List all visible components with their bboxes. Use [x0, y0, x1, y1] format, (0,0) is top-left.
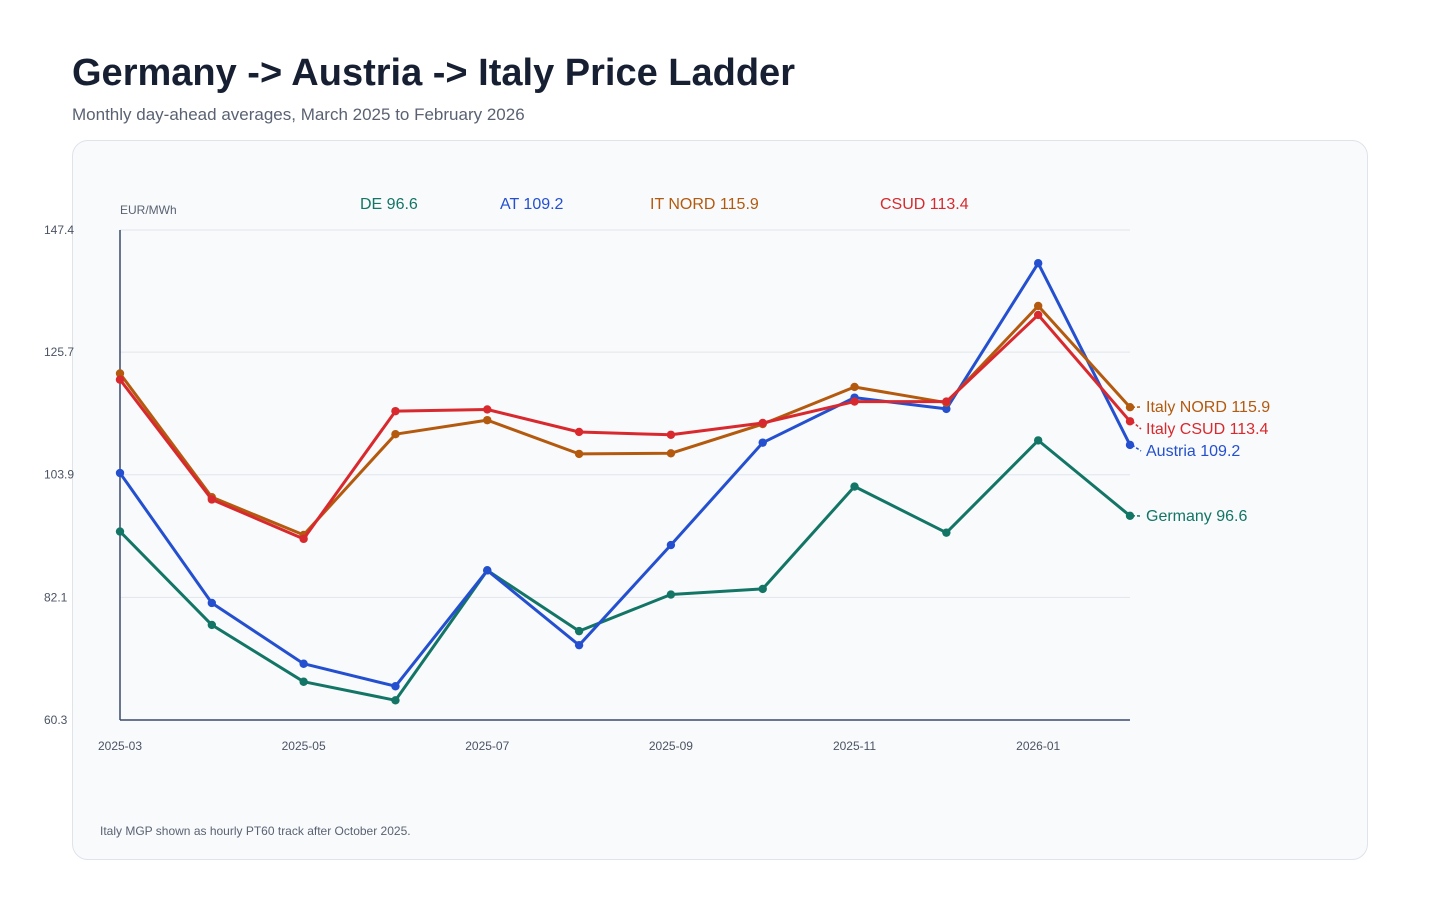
y-tick-label: 60.3 [44, 713, 68, 727]
data-point [574, 427, 584, 437]
x-tick-label: 2026-01 [1016, 739, 1060, 753]
x-tick-label: 2025-09 [649, 739, 693, 753]
y-tick-label: 125.7 [44, 345, 74, 359]
data-point [574, 449, 584, 459]
data-point [850, 397, 859, 406]
data-point [115, 369, 125, 378]
data-point [1125, 511, 1135, 520]
data-point [1033, 258, 1043, 268]
series-line [118, 438, 1132, 702]
data-point [391, 406, 400, 416]
series-end-label: Austria 109.2 [1146, 443, 1240, 460]
data-point [115, 375, 125, 384]
data-point [666, 449, 676, 458]
data-point [666, 540, 676, 550]
data-point [483, 415, 492, 425]
top-summary-label: CSUD 113.4 [880, 196, 969, 213]
data-point [942, 528, 951, 537]
data-point [942, 397, 951, 406]
top-summary-label: DE 96.6 [360, 196, 418, 213]
top-summary-label: AT 109.2 [500, 196, 564, 213]
data-point [850, 382, 859, 392]
data-point [666, 590, 676, 599]
data-point [483, 405, 492, 414]
data-point [758, 418, 767, 428]
data-point [574, 626, 584, 636]
data-point [391, 430, 400, 439]
x-tick-label: 2025-05 [282, 739, 326, 753]
series-italy-nord: Italy NORD 115.9 [115, 301, 1270, 540]
x-tick-label: 2025-03 [98, 739, 142, 753]
chart-card [72, 140, 1368, 860]
page-title: Germany -> Austria -> Italy Price Ladder [72, 52, 795, 94]
series-line [118, 313, 1132, 541]
data-point [483, 566, 492, 575]
data-point [758, 584, 767, 594]
x-tick-label: 2025-11 [833, 739, 876, 753]
data-point [115, 468, 125, 478]
y-tick-label: 82.1 [44, 590, 68, 604]
series-end-label: Italy NORD 115.9 [1146, 399, 1270, 416]
data-point [207, 495, 217, 504]
data-point [115, 527, 125, 536]
data-point [1125, 440, 1135, 450]
series-italy-csud: Italy CSUD 113.4 [115, 310, 1269, 544]
end-label-leader [1131, 444, 1142, 452]
top-summary-label: IT NORD 115.9 [650, 196, 759, 213]
y-tick-label: 103.9 [44, 468, 74, 482]
data-point [391, 682, 400, 691]
data-point [1033, 310, 1043, 320]
data-point [1033, 436, 1043, 445]
x-tick-label: 2025-07 [465, 739, 509, 753]
page-subtitle: Monthly day-ahead averages, March 2025 t… [72, 105, 525, 124]
data-point [942, 404, 951, 414]
y-unit-label: EUR/MWh [120, 203, 177, 217]
data-point [850, 482, 859, 491]
y-tick-label: 147.4 [44, 223, 74, 237]
end-label-leader [1131, 420, 1142, 430]
data-point [1125, 417, 1135, 426]
data-point [299, 677, 308, 686]
data-point [207, 598, 217, 608]
data-point [299, 534, 308, 544]
series-germany: Germany 96.6 [115, 436, 1247, 705]
data-point [758, 438, 767, 447]
data-point [391, 696, 400, 705]
data-point [299, 659, 308, 668]
data-point [1125, 403, 1135, 412]
series-end-label: Germany 96.6 [1146, 508, 1247, 525]
series-end-label: Italy CSUD 113.4 [1146, 421, 1269, 438]
data-point [574, 640, 584, 650]
data-point [1033, 301, 1043, 311]
data-point [207, 620, 217, 630]
data-point [666, 430, 676, 439]
chart-footnote: Italy MGP shown as hourly PT60 track aft… [100, 824, 411, 838]
